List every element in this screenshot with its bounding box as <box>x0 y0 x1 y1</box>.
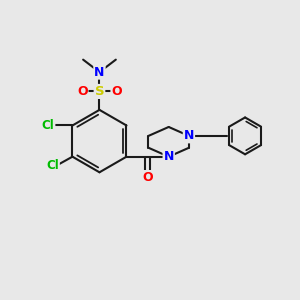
Text: O: O <box>111 85 122 98</box>
Text: N: N <box>94 66 105 79</box>
Text: Cl: Cl <box>46 159 59 172</box>
Text: S: S <box>95 85 104 98</box>
Text: N: N <box>164 150 174 163</box>
Text: O: O <box>142 171 153 184</box>
Text: O: O <box>77 85 88 98</box>
Text: Cl: Cl <box>42 119 54 132</box>
Text: N: N <box>184 129 194 142</box>
